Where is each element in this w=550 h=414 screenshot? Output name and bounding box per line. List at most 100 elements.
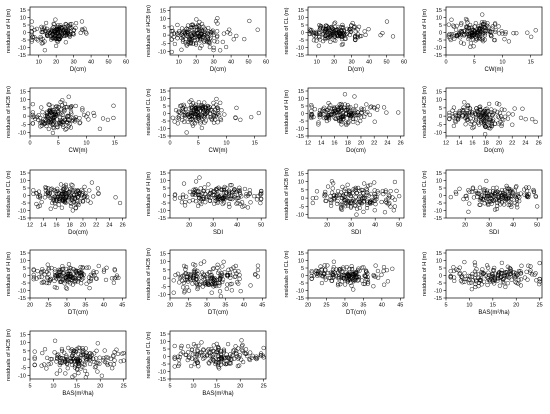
data-point	[108, 361, 113, 367]
data-point	[41, 269, 46, 274]
data-point	[321, 105, 327, 110]
data-point	[73, 21, 79, 26]
data-point	[525, 193, 530, 198]
data-point	[171, 31, 177, 36]
x-tick-label: 60	[123, 60, 129, 66]
data-point	[501, 117, 506, 123]
data-point	[49, 356, 55, 362]
data-point	[314, 38, 319, 43]
y-tick-label: -15	[158, 134, 166, 140]
data-point	[477, 33, 482, 39]
data-point	[318, 112, 323, 117]
data-point	[239, 344, 245, 349]
data-point	[74, 192, 79, 197]
data-point	[39, 41, 44, 46]
y-tick-label: -5	[299, 204, 304, 210]
data-point	[482, 20, 487, 25]
data-point	[491, 275, 497, 281]
data-point	[183, 115, 188, 120]
data-point	[202, 39, 207, 44]
y-tick-label: 0	[439, 31, 442, 37]
data-point	[355, 27, 360, 32]
data-point	[73, 205, 78, 210]
data-point	[477, 277, 483, 283]
data-point	[508, 202, 513, 208]
data-point	[513, 185, 519, 190]
data-point	[486, 270, 491, 275]
data-point	[237, 353, 243, 358]
data-point	[487, 119, 492, 124]
x-axis-label: DT(cm)	[346, 310, 366, 316]
y-tick-label: -10	[18, 289, 26, 295]
data-point	[207, 44, 212, 50]
data-point	[221, 348, 227, 354]
data-point	[524, 192, 529, 197]
data-point	[365, 202, 370, 207]
data-point	[340, 184, 345, 189]
data-point	[355, 35, 361, 40]
data-point	[322, 263, 327, 268]
y-tick-label: 5	[439, 186, 442, 192]
data-point	[457, 111, 462, 116]
data-point	[390, 195, 395, 200]
data-point	[386, 193, 391, 198]
y-axis-label: residuals of CL (m)	[146, 88, 152, 135]
data-point	[79, 19, 85, 24]
data-point	[453, 110, 458, 116]
data-point	[225, 272, 230, 278]
x-tick-label: 10	[176, 60, 182, 66]
data-point	[60, 264, 65, 269]
data-point	[177, 280, 182, 285]
data-point	[190, 356, 195, 361]
data-point	[495, 203, 500, 208]
x-tick-label: 20	[331, 60, 337, 66]
data-point	[471, 124, 476, 130]
x-tick-label: 40	[228, 60, 234, 66]
data-point	[358, 118, 363, 124]
data-point	[170, 115, 175, 120]
data-point	[65, 366, 70, 371]
data-point	[39, 119, 44, 125]
data-point	[467, 189, 472, 194]
y-tick-label: -15	[158, 377, 166, 383]
data-point	[519, 263, 524, 268]
data-point	[477, 202, 482, 208]
data-point	[207, 39, 212, 44]
data-point	[508, 268, 513, 274]
y-tick-label: 10	[160, 17, 166, 23]
data-point	[188, 363, 194, 369]
data-point	[478, 118, 484, 123]
data-point	[102, 348, 107, 353]
data-point	[211, 357, 216, 363]
data-point	[364, 188, 370, 193]
data-point	[510, 122, 515, 127]
data-point	[63, 266, 69, 272]
x-tick-label: 24	[522, 141, 528, 147]
x-tick-label: 10	[83, 141, 89, 147]
data-point	[191, 35, 196, 41]
data-point	[66, 94, 71, 99]
data-point	[205, 40, 210, 45]
data-point	[50, 122, 55, 127]
data-point	[211, 104, 216, 110]
data-point	[62, 107, 67, 113]
data-point	[181, 181, 187, 186]
data-point	[509, 204, 514, 210]
data-point	[208, 35, 213, 41]
data-point	[481, 187, 486, 192]
data-point	[341, 273, 347, 278]
data-point	[326, 36, 331, 41]
data-point	[233, 263, 238, 269]
data-point	[467, 201, 472, 206]
y-tick-label: 0	[163, 194, 166, 200]
data-point	[332, 21, 337, 26]
data-point	[502, 275, 507, 280]
data-point	[347, 113, 352, 118]
data-point	[448, 36, 453, 41]
data-point	[203, 200, 208, 205]
data-point	[340, 41, 346, 47]
y-tick-label: 15	[20, 332, 26, 338]
x-tick-label: 12	[27, 223, 33, 229]
